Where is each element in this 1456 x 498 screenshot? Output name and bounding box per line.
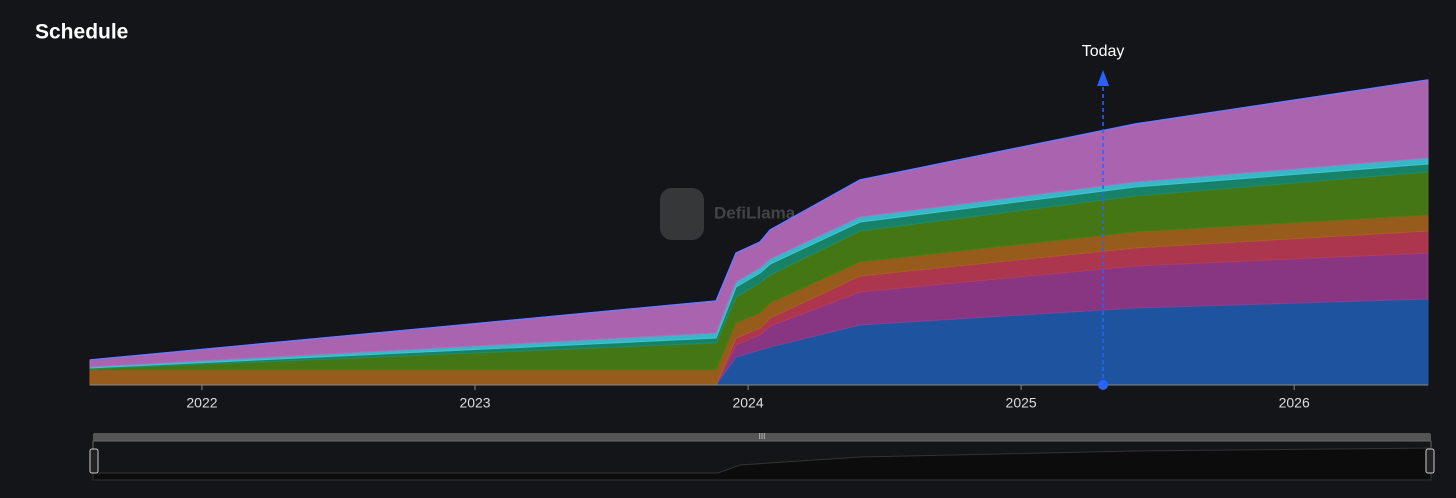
range-slider[interactable]: III [89, 432, 1435, 481]
slider-track[interactable] [93, 433, 1431, 441]
x-tick-label: 2025 [1006, 395, 1037, 411]
today-label: Today [1082, 43, 1125, 60]
today-arrow [1097, 70, 1110, 86]
total-outline [89, 79, 1429, 361]
watermark: DefiLlama [660, 188, 796, 240]
slider-handle-left[interactable] [89, 448, 99, 474]
slider-handle-right[interactable] [1425, 448, 1435, 474]
x-tick-label: 2022 [186, 395, 217, 411]
today-dot [1098, 380, 1109, 390]
x-tick-label: 2024 [732, 395, 763, 411]
chart-title: Schedule [35, 21, 128, 44]
slider-grip[interactable]: III [759, 432, 766, 441]
slider-preview [92, 447, 1432, 481]
x-tick-label: 2026 [1279, 395, 1310, 411]
watermark-logo [660, 188, 704, 240]
plot-area [89, 79, 1429, 386]
watermark-text: DefiLlama [714, 203, 796, 222]
x-tick-label: 2023 [459, 395, 490, 411]
